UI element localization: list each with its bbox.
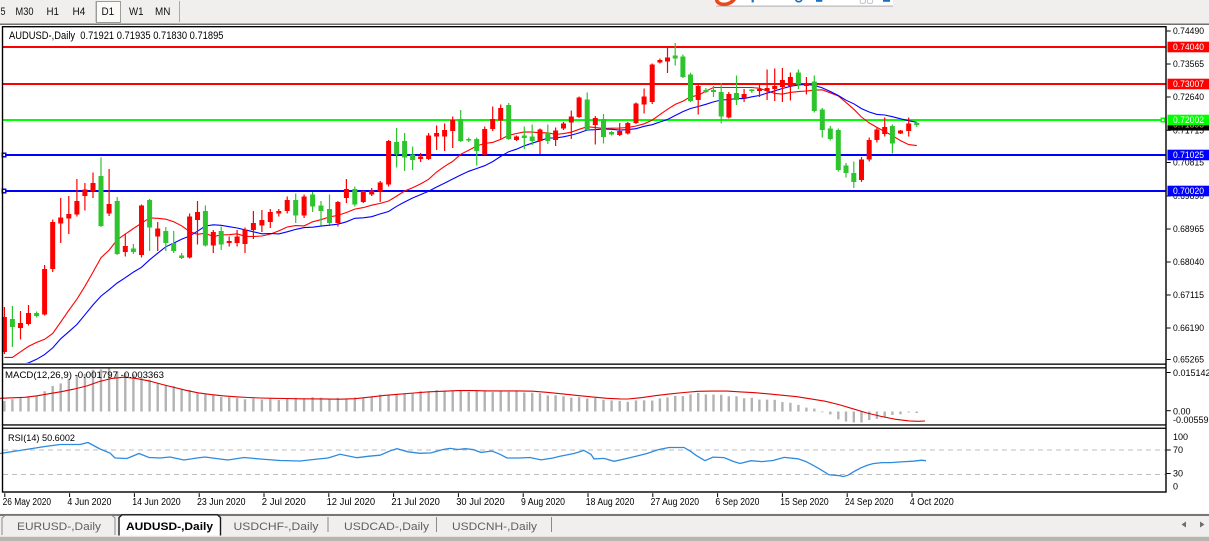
svg-text:AUDUSD-,Daily: AUDUSD-,Daily bbox=[126, 521, 214, 533]
svg-text:30: 30 bbox=[1173, 469, 1183, 479]
svg-text:100: 100 bbox=[1173, 432, 1188, 442]
svg-text:USDCAD-,Daily: USDCAD-,Daily bbox=[344, 521, 430, 533]
svg-text:0.67115: 0.67115 bbox=[1173, 290, 1204, 300]
svg-text:AUDUSD-,Daily 0.71921 0.71935: AUDUSD-,Daily 0.71921 0.71935 0.71830 0.… bbox=[9, 30, 224, 42]
svg-text:RSI(14) 50.6002: RSI(14) 50.6002 bbox=[8, 433, 75, 444]
svg-text:4 Jun 2020: 4 Jun 2020 bbox=[67, 496, 111, 508]
svg-text:0.74040: 0.74040 bbox=[1173, 42, 1204, 52]
svg-text:0.66190: 0.66190 bbox=[1173, 323, 1204, 333]
svg-text:23 Jun 2020: 23 Jun 2020 bbox=[197, 496, 246, 508]
svg-text:0.73565: 0.73565 bbox=[1173, 59, 1204, 69]
svg-text:4 Oct 2020: 4 Oct 2020 bbox=[910, 496, 954, 508]
svg-text:USDCHF-,Daily: USDCHF-,Daily bbox=[234, 521, 320, 533]
svg-text:6 Sep 2020: 6 Sep 2020 bbox=[715, 496, 759, 508]
svg-text:EURUSD-,Daily: EURUSD-,Daily bbox=[17, 521, 102, 533]
svg-text:0.71895: 0.71895 bbox=[1173, 119, 1204, 129]
svg-text:-0.005595: -0.005595 bbox=[1173, 415, 1209, 425]
svg-text:9 Aug 2020: 9 Aug 2020 bbox=[521, 496, 565, 508]
svg-text:MACD(12,26,9) -0.001797 -0.003: MACD(12,26,9) -0.001797 -0.003363 bbox=[5, 370, 164, 381]
svg-text:0.70815: 0.70815 bbox=[1173, 158, 1204, 168]
svg-text:5: 5 bbox=[1, 6, 6, 18]
svg-text:H4: H4 bbox=[73, 6, 86, 18]
svg-text:W1: W1 bbox=[129, 6, 144, 18]
svg-text:MN: MN bbox=[155, 6, 170, 18]
svg-text:D1: D1 bbox=[102, 6, 115, 18]
svg-text:0.72640: 0.72640 bbox=[1173, 92, 1204, 102]
svg-text:H1: H1 bbox=[47, 6, 60, 18]
svg-text:0.70020: 0.70020 bbox=[1173, 186, 1204, 196]
svg-text:12 Jul 2020: 12 Jul 2020 bbox=[327, 496, 376, 508]
svg-text:0.72002: 0.72002 bbox=[1173, 115, 1204, 125]
svg-text:0.71025: 0.71025 bbox=[1173, 150, 1204, 160]
svg-text:0.73007: 0.73007 bbox=[1173, 79, 1204, 89]
svg-text:0.68040: 0.68040 bbox=[1173, 257, 1204, 267]
svg-text:21 Jul 2020: 21 Jul 2020 bbox=[391, 496, 440, 508]
svg-text:2 Jul 2020: 2 Jul 2020 bbox=[262, 496, 306, 508]
svg-text:15 Sep 2020: 15 Sep 2020 bbox=[780, 496, 829, 508]
svg-text:0.74490: 0.74490 bbox=[1173, 26, 1204, 36]
svg-text:0.68965: 0.68965 bbox=[1173, 224, 1204, 234]
svg-text:70: 70 bbox=[1173, 445, 1183, 455]
svg-text:0.65265: 0.65265 bbox=[1173, 355, 1204, 365]
svg-text:USDCNH-,Daily: USDCNH-,Daily bbox=[452, 521, 538, 533]
svg-text:0.015142: 0.015142 bbox=[1173, 368, 1209, 378]
svg-text:0: 0 bbox=[1173, 481, 1178, 491]
svg-text:18 Aug 2020: 18 Aug 2020 bbox=[586, 496, 635, 508]
svg-text:26 May 2020: 26 May 2020 bbox=[3, 496, 52, 508]
svg-text:M30: M30 bbox=[16, 6, 34, 18]
svg-text:30 Jul 2020: 30 Jul 2020 bbox=[456, 496, 505, 508]
svg-text:14 Jun 2020: 14 Jun 2020 bbox=[132, 496, 181, 508]
svg-text:24 Sep 2020: 24 Sep 2020 bbox=[845, 496, 894, 508]
svg-text:27 Aug 2020: 27 Aug 2020 bbox=[651, 496, 700, 508]
svg-text:0.00: 0.00 bbox=[1173, 407, 1191, 417]
